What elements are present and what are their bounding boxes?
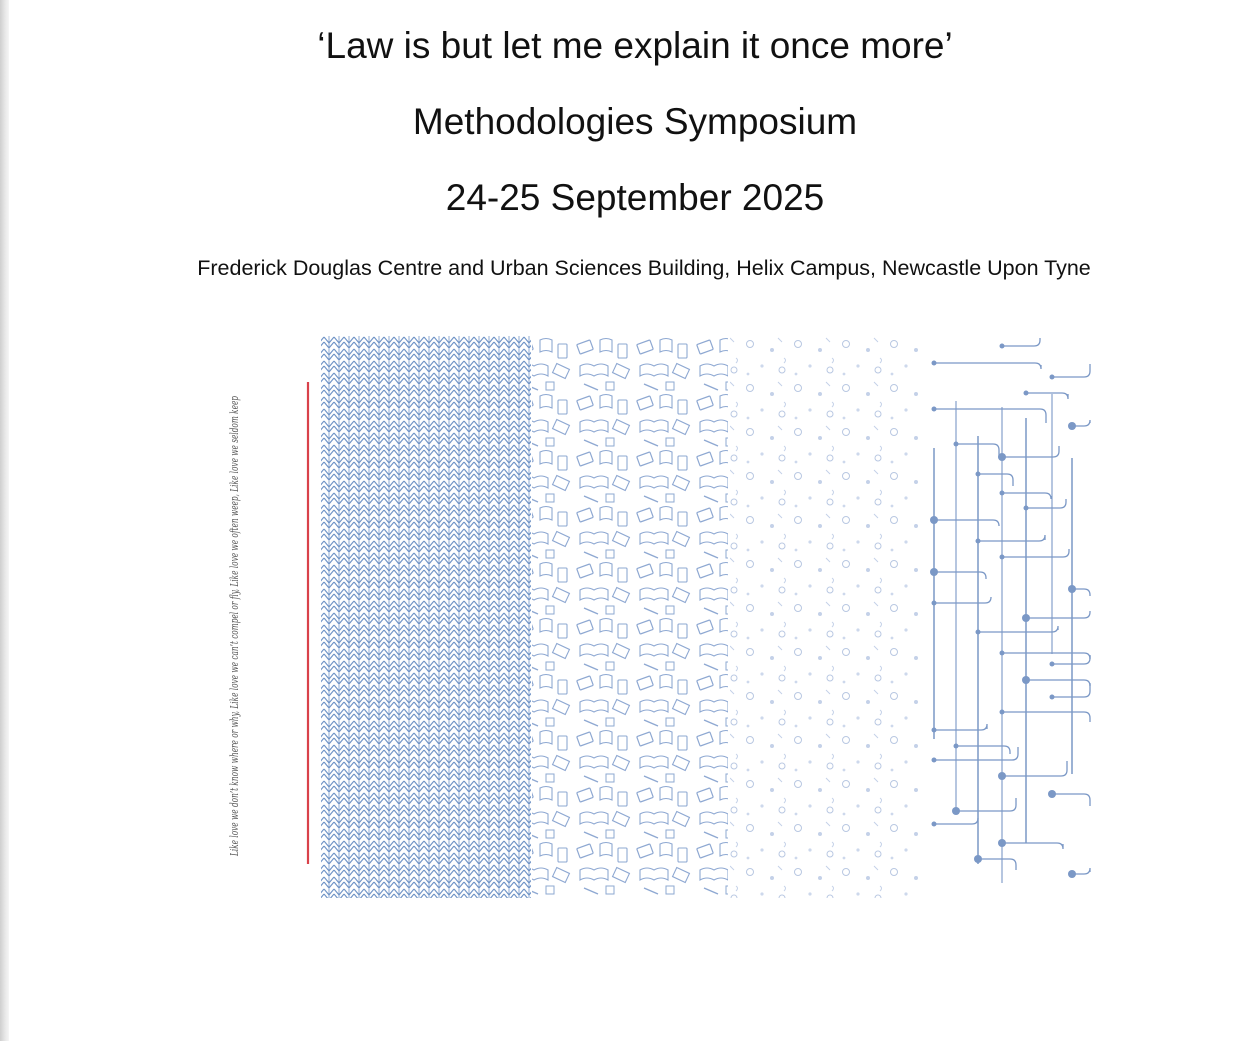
circuit-trace <box>956 745 1011 754</box>
circuit-trace <box>1052 364 1091 378</box>
circuit-trace <box>934 408 1047 423</box>
circuit-trace <box>934 519 1000 527</box>
circuit-trace <box>978 858 1017 870</box>
circuit-node <box>1068 870 1076 878</box>
circuit-trace <box>1052 793 1091 806</box>
circuit-node <box>931 406 937 412</box>
circuit-trace <box>1052 683 1091 698</box>
circuit-trace <box>978 473 1014 486</box>
circuit-trace <box>1026 679 1091 687</box>
circuit-node <box>931 360 937 366</box>
circuit-trace <box>1002 842 1064 850</box>
circuit-trace <box>1026 392 1069 400</box>
artwork-canvas: Like love we don’t know where or why, Li… <box>227 336 1091 898</box>
circuit-trace <box>1002 711 1091 722</box>
dots-pattern-panel <box>730 336 920 898</box>
circuit-trace <box>1072 419 1091 427</box>
circuit-trace <box>956 443 1000 458</box>
document-page: ‘Law is but let me explain it once more’… <box>9 0 1242 1041</box>
circuit-node <box>1023 390 1029 396</box>
document-title: ‘Law is but let me explain it once more’ <box>317 25 953 66</box>
cover-artwork: Like love we don’t know where or why, Li… <box>214 336 1094 898</box>
circuit-trace <box>934 747 1019 761</box>
circuit-node <box>931 821 937 827</box>
circuit-trace <box>1026 499 1067 509</box>
circuit-pattern-panel <box>930 338 1091 883</box>
circuit-trace <box>1002 446 1060 458</box>
circuit-trace <box>1002 492 1052 500</box>
circuit-node <box>1068 422 1076 430</box>
circuit-trace <box>1052 656 1091 665</box>
circuit-trace <box>934 596 992 604</box>
circuit-node <box>1049 374 1055 380</box>
circuit-trace <box>934 571 987 579</box>
circuit-trace <box>934 817 979 825</box>
circuit-trace <box>1002 652 1091 660</box>
circuit-node <box>1049 661 1055 667</box>
circuit-trace <box>978 534 1046 542</box>
event-venue: Frederick Douglas Centre and Urban Scien… <box>197 256 1091 280</box>
circuit-trace <box>1002 549 1070 558</box>
event-dates: 24-25 September 2025 <box>445 177 825 218</box>
circuit-trace <box>934 723 988 731</box>
circuit-trace <box>1002 338 1041 347</box>
circuit-trace <box>956 798 1017 812</box>
circuit-trace <box>978 625 1059 633</box>
circuit-node <box>1049 694 1055 700</box>
document-subtitle: Methodologies Symposium <box>412 101 858 142</box>
circuit-trace <box>1072 867 1091 875</box>
circuit-node <box>1048 790 1056 798</box>
circuit-trace <box>1002 761 1068 777</box>
knit-pattern-panel <box>321 336 531 898</box>
circuit-trace <box>1026 611 1091 619</box>
circuit-node <box>999 343 1005 349</box>
circuit-node <box>931 757 937 763</box>
circuit-trace <box>1072 588 1091 596</box>
window-edge <box>0 0 9 1041</box>
circuit-trace <box>934 362 1042 370</box>
books-pattern-panel <box>532 336 728 898</box>
vertical-quote: Like love we don’t know where or why, Li… <box>227 396 241 857</box>
